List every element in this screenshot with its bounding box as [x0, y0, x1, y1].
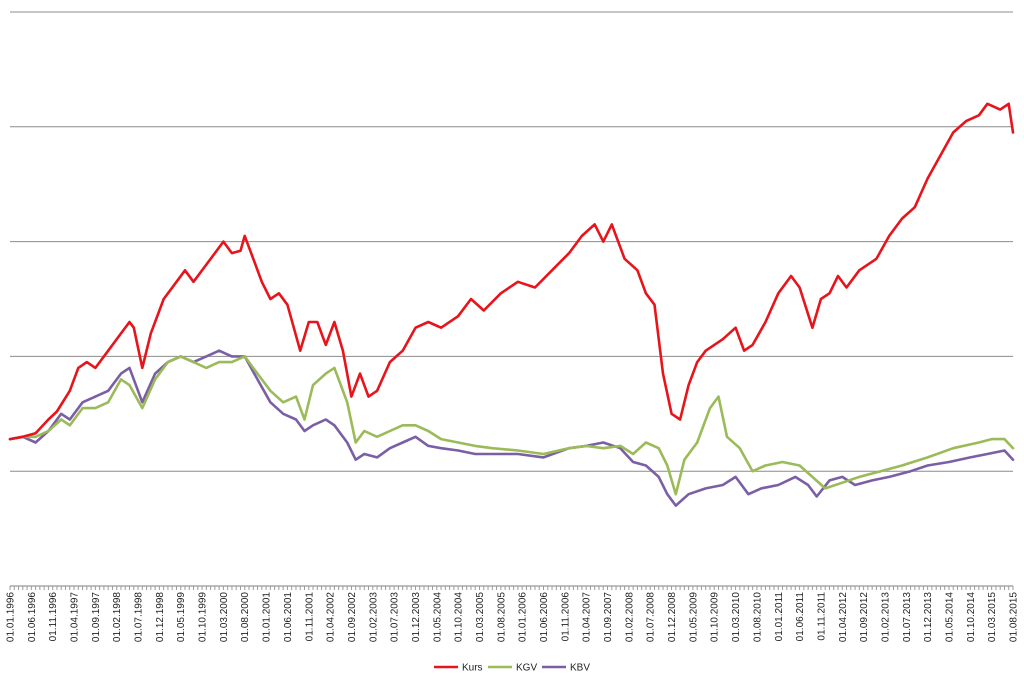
x-tick-label: 01.08.2000	[240, 592, 251, 642]
x-tick-label: 01.02.2003	[368, 592, 379, 642]
x-tick-label: 01.12.2008	[667, 592, 678, 642]
legend: Kurs KGV KBV	[434, 663, 590, 674]
x-tick-label: 01.01.2006	[518, 592, 529, 642]
x-tick-label: 01.09.2007	[603, 592, 614, 642]
legend-label-kgv: KGV	[516, 663, 537, 674]
x-tick-label: 01.10.2014	[966, 592, 977, 642]
x-tick-label: 01.07.2003	[390, 592, 401, 642]
x-tick-label: 01.11.2001	[304, 592, 315, 642]
x-tick-label: 01.02.2013	[880, 592, 891, 642]
x-tick-label: 01.04.1997	[70, 592, 81, 642]
x-tick-label: 01.01.2001	[262, 592, 273, 642]
x-tick-label: 01.10.2009	[710, 592, 721, 642]
x-tick-label: 01.09.2012	[859, 592, 870, 642]
x-tick-label: 01.05.1999	[176, 592, 187, 642]
x-axis: 01.01.1996 01.06.1996 01.11.1996 01.04.1997…	[6, 586, 1020, 642]
x-tick-label: 01.06.2006	[539, 592, 550, 642]
x-tick-label: 01.11.2006	[560, 592, 571, 642]
x-tick-label: 01.03.2015	[987, 592, 998, 642]
x-tick-label: 01.05.2004	[432, 592, 443, 642]
x-tick-label: 01.10.2004	[454, 592, 465, 642]
x-tick-label: 01.05.2009	[688, 592, 699, 642]
x-tick-label: 01.06.2011	[795, 592, 806, 642]
x-tick-label: 01.08.2015	[1009, 592, 1020, 642]
x-tick-label: 01.03.2010	[731, 592, 742, 642]
x-tick-label: 01.09.1997	[91, 592, 102, 642]
x-tick-label: 01.01.1996	[6, 592, 17, 642]
x-tick-label: 01.11.2011	[816, 592, 827, 641]
x-tick-label: 01.04.2012	[838, 592, 849, 642]
x-tick-label: 01.12.2003	[411, 592, 422, 642]
series-line-kbv	[8, 349, 1015, 507]
x-tick-label: 01.07.2008	[646, 592, 657, 642]
x-tick-label: 01.09.2002	[347, 592, 358, 642]
x-tick-label: 01.04.2002	[326, 592, 337, 642]
x-tick-label: 01.01.2011	[774, 592, 785, 642]
x-tick-label: 01.08.2005	[496, 592, 507, 642]
x-tick-label: 01.02.2008	[624, 592, 635, 642]
series-line-kgv	[8, 355, 1015, 496]
x-tick-label: 01.03.2005	[475, 592, 486, 642]
x-tick-label: 01.04.2007	[582, 592, 593, 642]
series-line-kurs	[8, 102, 1015, 441]
x-tick-label: 01.06.2001	[283, 592, 294, 642]
x-tick-label: 01.02.1998	[112, 592, 123, 642]
x-tick-label: 01.12.2013	[923, 592, 934, 642]
series-lines	[8, 102, 1015, 507]
legend-label-kurs: Kurs	[462, 663, 483, 674]
x-tick-label: 01.08.2010	[752, 592, 763, 642]
x-tick-label: 01.07.1998	[134, 592, 145, 642]
legend-label-kbv: KBV	[570, 663, 590, 674]
gridlines	[10, 11, 1013, 587]
x-tick-label: 01.05.2014	[944, 592, 955, 642]
x-tick-label: 01.07.2013	[902, 592, 913, 642]
x-tick-label: 01.06.1996	[27, 592, 38, 642]
x-tick-label: 01.11.1996	[48, 592, 59, 642]
x-tick-label: 01.10.1999	[198, 592, 209, 642]
x-tick-label: 01.12.1998	[155, 592, 166, 642]
x-tick-label: 01.03.2000	[219, 592, 230, 642]
